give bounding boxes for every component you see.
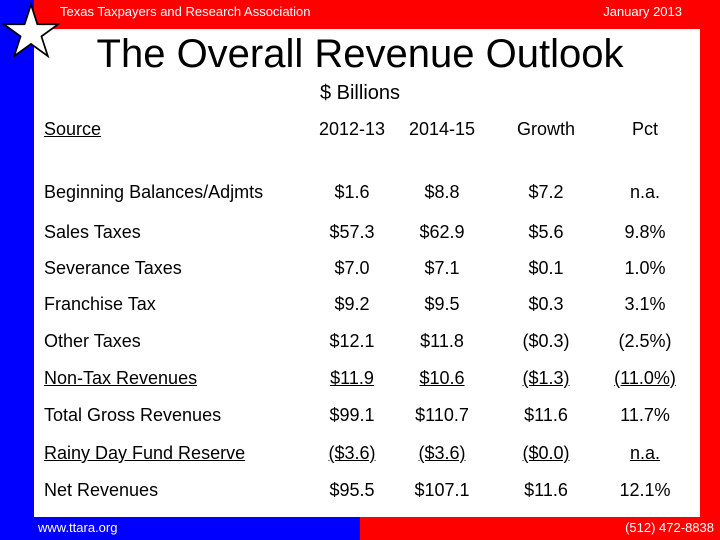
column-header: Pct — [631, 119, 659, 139]
cell-2012-13: $99.1 — [329, 405, 375, 425]
cell-2014-15: $9.5 — [424, 294, 460, 314]
red-top-stripe — [34, 0, 720, 29]
red-bottom-stripe — [360, 517, 720, 540]
table-row: Franchise Tax $9.2 $9.5 $0.3 3.1% — [0, 294, 720, 324]
cell-growth: ($0.3) — [522, 331, 570, 351]
cell-growth: $11.6 — [524, 405, 568, 425]
row-label: Franchise Tax — [44, 294, 156, 314]
row-label: Net Revenues — [44, 480, 159, 500]
cell-growth: $7.2 — [528, 182, 564, 202]
table-row: Non-Tax Revenues $11.9 $10.6 ($1.3) (11.… — [0, 368, 720, 398]
page-title: The Overall Revenue Outlook — [96, 32, 624, 76]
cell-2012-13: $1.6 — [334, 182, 370, 202]
cell-2012-13: $11.9 — [330, 368, 374, 388]
cell-2012-13: $7.0 — [334, 258, 370, 278]
cell-pct: n.a. — [629, 182, 661, 202]
column-header: 2014-15 — [408, 119, 476, 139]
table-row: Other Taxes $12.1 $11.8 ($0.3) (2.5%) — [0, 331, 720, 361]
phone-number: (512) 472-8838 — [625, 520, 714, 535]
cell-growth: $0.1 — [528, 258, 564, 278]
cell-pct: (2.5%) — [618, 331, 672, 351]
cell-growth: $5.6 — [528, 222, 564, 242]
cell-2012-13: $95.5 — [329, 480, 375, 500]
cell-2012-13: $57.3 — [329, 222, 375, 242]
cell-pct: n.a. — [629, 443, 661, 463]
table-row: Net Revenues $95.5 $107.1 $11.6 12.1% — [0, 480, 720, 510]
row-label: Sales Taxes — [44, 222, 141, 242]
row-label: Non-Tax Revenues — [44, 368, 198, 388]
column-header: Growth — [516, 119, 576, 139]
cell-2012-13: $9.2 — [334, 294, 370, 314]
cell-pct: 11.7% — [620, 405, 670, 425]
cell-2014-15: ($3.6) — [418, 443, 466, 463]
star-icon — [2, 2, 60, 58]
cell-growth: $0.3 — [528, 294, 564, 314]
cell-2014-15: $110.7 — [415, 405, 469, 425]
table-row: Severance Taxes $7.0 $7.1 $0.1 1.0% — [0, 258, 720, 288]
cell-2012-13: ($3.6) — [328, 443, 376, 463]
cell-2014-15: $8.8 — [424, 182, 460, 202]
red-right-stripe — [700, 0, 720, 540]
cell-2014-15: $107.1 — [414, 480, 470, 500]
organization-name: Texas Taxpayers and Research Association — [60, 4, 311, 19]
cell-2012-13: $12.1 — [329, 331, 375, 351]
cell-2014-15: $62.9 — [419, 222, 465, 242]
report-date: January 2013 — [603, 4, 682, 19]
cell-pct: 9.8% — [624, 222, 666, 242]
blue-stripe — [0, 0, 34, 540]
content-panel — [34, 29, 700, 517]
page-subtitle: $ Billions — [319, 82, 401, 104]
table-header-row: Source 2012-13 2014-15 Growth Pct — [0, 119, 720, 149]
cell-growth: $11.6 — [524, 480, 568, 500]
cell-pct: 3.1% — [624, 294, 666, 314]
cell-growth: ($0.0) — [522, 443, 570, 463]
table-row: Rainy Day Fund Reserve ($3.6) ($3.6) ($0… — [0, 443, 720, 473]
row-label: Severance Taxes — [44, 258, 182, 278]
table-row: Sales Taxes $57.3 $62.9 $5.6 9.8% — [0, 222, 720, 252]
cell-pct: (11.0%) — [614, 368, 676, 388]
row-label: Total Gross Revenues — [44, 405, 222, 425]
column-header: 2012-13 — [318, 119, 386, 139]
cell-pct: 1.0% — [624, 258, 666, 278]
table-row: Beginning Balances/Adjmts $1.6 $8.8 $7.2… — [0, 182, 720, 212]
website-link[interactable]: www.ttara.org — [38, 520, 118, 535]
cell-2014-15: $10.6 — [419, 368, 465, 388]
table-row: Total Gross Revenues $99.1 $110.7 $11.6 … — [0, 405, 720, 435]
column-header: Source — [44, 119, 102, 139]
row-label: Rainy Day Fund Reserve — [44, 443, 246, 463]
row-label: Other Taxes — [44, 331, 141, 351]
cell-2014-15: $11.8 — [420, 331, 464, 351]
cell-pct: 12.1% — [619, 480, 671, 500]
row-label: Beginning Balances/Adjmts — [44, 182, 264, 202]
cell-growth: ($1.3) — [522, 368, 570, 388]
cell-2014-15: $7.1 — [424, 258, 460, 278]
